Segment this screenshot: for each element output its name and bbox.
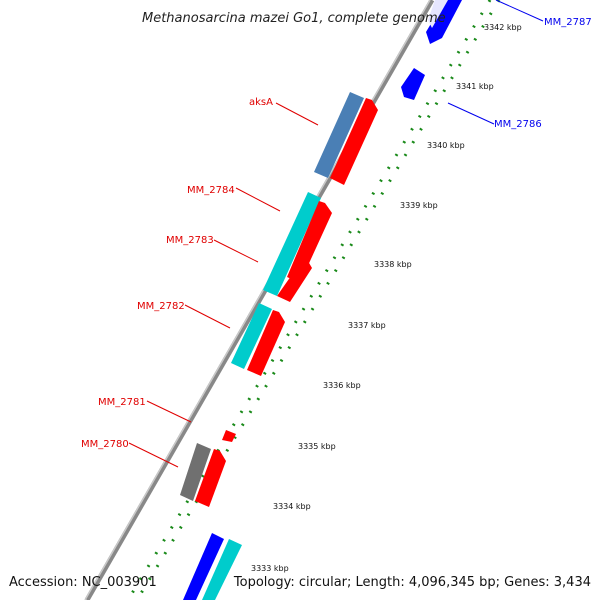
gene-label-mm-2786[interactable]: MM_2786 <box>494 119 542 130</box>
cds-mm-2783-red[interactable] <box>277 256 312 302</box>
gene-label-aksa[interactable]: aksA <box>249 97 273 108</box>
gene-label-mm-2781[interactable]: MM_2781 <box>98 397 146 408</box>
cds-mm-2786[interactable] <box>401 68 425 100</box>
gene-label-mm-2782[interactable]: MM_2782 <box>137 301 185 312</box>
cds-aksa[interactable] <box>314 92 364 178</box>
tick-label: 3341 kbp <box>456 82 494 91</box>
tick-label: 3333 kbp <box>251 564 289 573</box>
cds-mm-2780[interactable] <box>180 443 211 501</box>
gene-labels: aksA MM_2784 MM_2783 MM_2782 MM_2781 MM_… <box>81 17 592 450</box>
cds-mm-2787-light <box>428 0 448 28</box>
tick-label: 3334 kbp <box>273 502 311 511</box>
cds-mm-2784-red <box>287 201 332 283</box>
cds-bottom-blue[interactable] <box>183 533 224 600</box>
gene-label-mm-2784[interactable]: MM_2784 <box>187 185 235 196</box>
tick-label: 3337 kbp <box>348 321 386 330</box>
cds-mm-2787[interactable] <box>426 0 462 44</box>
cds-mm-2780-red <box>195 449 226 507</box>
scale-labels: 3333 kbp 3334 kbp 3335 kbp 3336 kbp 3337… <box>251 23 522 573</box>
cds-mm-2782-red <box>247 310 285 376</box>
accession-text: Accession: NC_003901 <box>9 575 157 590</box>
gene-leader-lines <box>128 0 544 468</box>
tick-label: 3335 kbp <box>298 442 336 451</box>
gene-label-mm-2787[interactable]: MM_2787 <box>544 17 592 28</box>
cds-mm-2781[interactable] <box>222 430 236 442</box>
inner-tick-track <box>135 0 501 600</box>
map-title: Methanosarcina mazei Go1, complete genom… <box>142 11 446 26</box>
genome-summary: Topology: circular; Length: 4,096,345 bp… <box>233 575 591 590</box>
cds-aksa-red <box>330 98 378 185</box>
cds-mm-2784[interactable] <box>263 192 321 296</box>
tick-label: 3342 kbp <box>484 23 522 32</box>
tick-label: 3339 kbp <box>400 201 438 210</box>
gene-features <box>180 0 462 600</box>
genome-backbone-highlight <box>84 0 431 600</box>
tick-label: 3338 kbp <box>374 260 412 269</box>
gene-label-mm-2783[interactable]: MM_2783 <box>166 235 214 246</box>
tick-label: 3336 kbp <box>323 381 361 390</box>
gene-label-mm-2780[interactable]: MM_2780 <box>81 439 129 450</box>
cds-mm-2782[interactable] <box>231 303 272 369</box>
genome-backbone <box>84 0 435 600</box>
tick-label: 3340 kbp <box>427 141 465 150</box>
cds-bottom-cyan[interactable] <box>202 539 242 600</box>
